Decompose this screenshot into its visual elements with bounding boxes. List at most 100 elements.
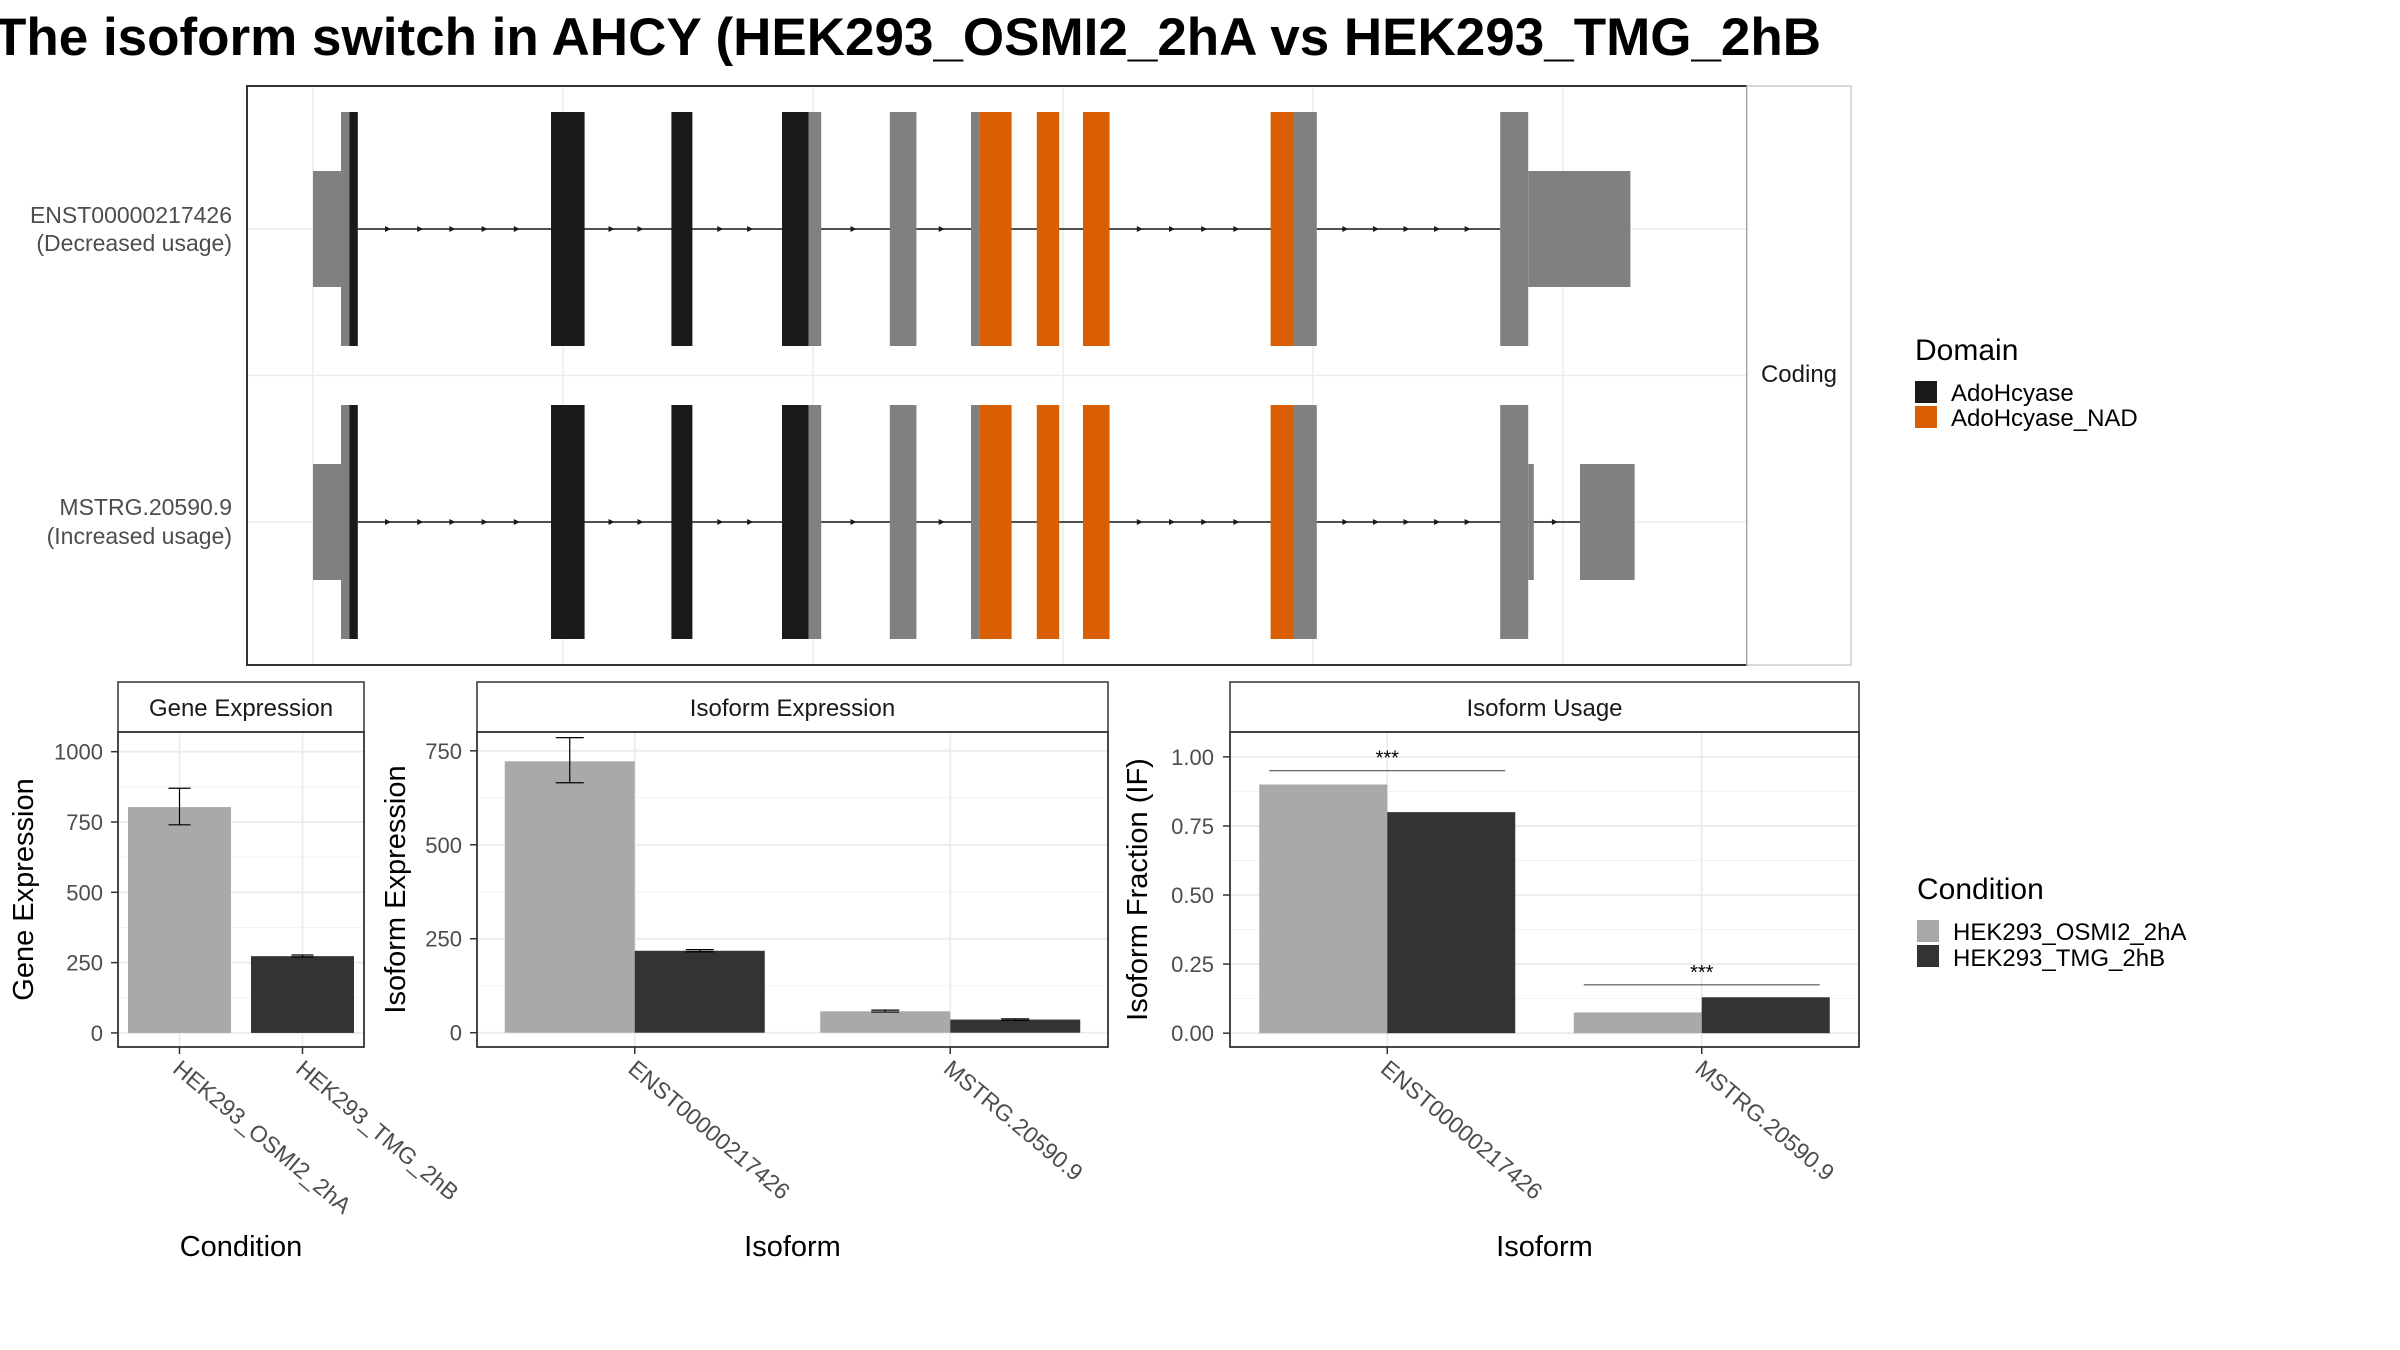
intron-direction-arrow — [1403, 226, 1410, 232]
intron-direction-arrow — [1434, 519, 1441, 525]
domain-legend: Domain AdoHcyase AdoHcyase_NAD — [1915, 334, 2138, 432]
domain-legend-title: Domain — [1915, 334, 2018, 367]
intron-direction-arrow — [938, 226, 945, 232]
bar-condition-b — [1701, 997, 1830, 1034]
y-tick-label: 1000 — [54, 740, 103, 765]
intron-direction-arrow — [747, 226, 754, 232]
exon-block — [1500, 112, 1529, 346]
y-tick-label: 1.00 — [1171, 745, 1214, 770]
y-axis-title: Isoform Expression — [380, 765, 412, 1013]
intron-direction-arrow — [637, 519, 644, 525]
exon-block — [1528, 464, 1534, 580]
plot-frame — [476, 731, 1109, 1048]
facet-label: Isoform Expression — [690, 695, 895, 722]
intron-direction-arrow — [1464, 519, 1471, 525]
exon-block — [1270, 112, 1293, 346]
intron-direction-arrow — [385, 226, 391, 232]
intron-direction-arrow — [481, 519, 488, 525]
condition-legend-swatch-a — [1917, 920, 1939, 942]
intron-direction-arrow — [1372, 226, 1379, 232]
exon-block — [1500, 405, 1529, 639]
y-axis-title: Isoform Fraction (IF) — [1122, 758, 1154, 1021]
exon-block — [671, 405, 693, 639]
exon-block — [551, 112, 585, 346]
isoform-structure-panel: Coding ENST00000217426 (Decreased usage)… — [30, 85, 1852, 666]
intron-direction-arrow — [417, 226, 424, 232]
bar-panels: Gene Expression02505007501000HEK293_OSMI… — [8, 681, 1860, 1263]
bar-condition-a — [504, 761, 635, 1033]
intron-direction-arrow — [1342, 519, 1349, 525]
exon-block — [1293, 405, 1317, 639]
exon-block — [349, 112, 358, 346]
bar-condition-b — [251, 956, 354, 1033]
structure-facet-strip — [1746, 85, 1852, 666]
facet-strip — [117, 681, 365, 733]
exon-block — [551, 405, 585, 639]
intron-direction-arrow — [1403, 519, 1410, 525]
exon-block — [313, 464, 341, 580]
exon-block — [971, 112, 980, 346]
intron-direction-arrow — [1169, 226, 1175, 232]
intron-direction-arrow — [385, 519, 391, 525]
intron-direction-arrow — [747, 519, 754, 525]
intron-direction-arrow — [717, 226, 724, 232]
exon-block — [971, 405, 980, 639]
exon-block — [808, 112, 822, 346]
x-tick-label: MSTRG.20590.9 — [1691, 1055, 1840, 1186]
intron-direction-arrow — [1201, 519, 1208, 525]
x-axis-title: Isoform — [744, 1231, 841, 1263]
exon-block — [889, 112, 917, 346]
y-tick-label: 0.75 — [1171, 814, 1214, 839]
exon-block — [1036, 405, 1060, 639]
facet-strip — [476, 681, 1109, 733]
y-tick-label: 250 — [66, 951, 103, 976]
y-tick-label: 750 — [425, 739, 462, 764]
condition-legend-title: Condition — [1917, 873, 2044, 906]
condition-legend-swatch-b — [1917, 945, 1939, 967]
intron-direction-arrow — [850, 519, 857, 525]
y-tick-label: 750 — [66, 810, 103, 835]
intron-direction-arrow — [717, 519, 724, 525]
intron-direction-arrow — [608, 226, 615, 232]
intron-direction-arrow — [513, 519, 520, 525]
bar-condition-b — [950, 1019, 1081, 1033]
bar-panel-3: Isoform Usage *** *** 0.00 0.25 0.50 0.75 1.00 E… — [1122, 681, 1860, 1263]
y-tick-label: 0.50 — [1171, 883, 1214, 908]
facet-strip — [1229, 681, 1860, 733]
exon-block — [341, 112, 350, 346]
exon-block — [1083, 112, 1110, 346]
domain-legend-swatch-adohcyase-nad — [1915, 406, 1937, 428]
intron-direction-arrow — [608, 519, 615, 525]
condition-legend-label-b: HEK293_TMG_2hB — [1953, 945, 2165, 972]
y-axis-title: Gene Expression — [8, 778, 40, 1000]
exon-block — [671, 112, 693, 346]
plot-frame — [1229, 731, 1860, 1048]
condition-legend-label-a: HEK293_OSMI2_2hA — [1953, 919, 2186, 946]
bar-condition-a — [1573, 1012, 1702, 1034]
intron-direction-arrow — [850, 226, 857, 232]
intron-direction-arrow — [1136, 519, 1143, 525]
significance-label: *** — [1690, 962, 1714, 984]
x-tick-label: ENST00000217426 — [624, 1055, 796, 1205]
exon-block — [341, 405, 350, 639]
structure-facet-label: Coding — [1761, 361, 1837, 388]
x-tick-label: ENST00000217426 — [1376, 1055, 1548, 1205]
intron-direction-arrow — [938, 519, 945, 525]
intron-direction-arrow — [449, 519, 456, 525]
intron-direction-arrow — [1372, 519, 1379, 525]
exon-block — [1270, 405, 1293, 639]
bar-condition-a — [820, 1011, 951, 1033]
condition-legend: Condition HEK293_OSMI2_2hA HEK293_TMG_2h… — [1917, 873, 2186, 972]
x-axis-title: Condition — [180, 1231, 303, 1263]
isoform-track-2 — [313, 405, 1635, 639]
structure-content — [313, 112, 1635, 639]
x-axis-title: Isoform — [1496, 1231, 1593, 1263]
domain-legend-swatch-adohcyase — [1915, 381, 1937, 403]
intron-direction-arrow — [1233, 519, 1240, 525]
exon-block — [1036, 112, 1060, 346]
intron-direction-arrow — [1551, 519, 1558, 525]
exon-block — [979, 112, 1012, 346]
intron-direction-arrow — [1201, 226, 1208, 232]
intron-direction-arrow — [513, 226, 520, 232]
